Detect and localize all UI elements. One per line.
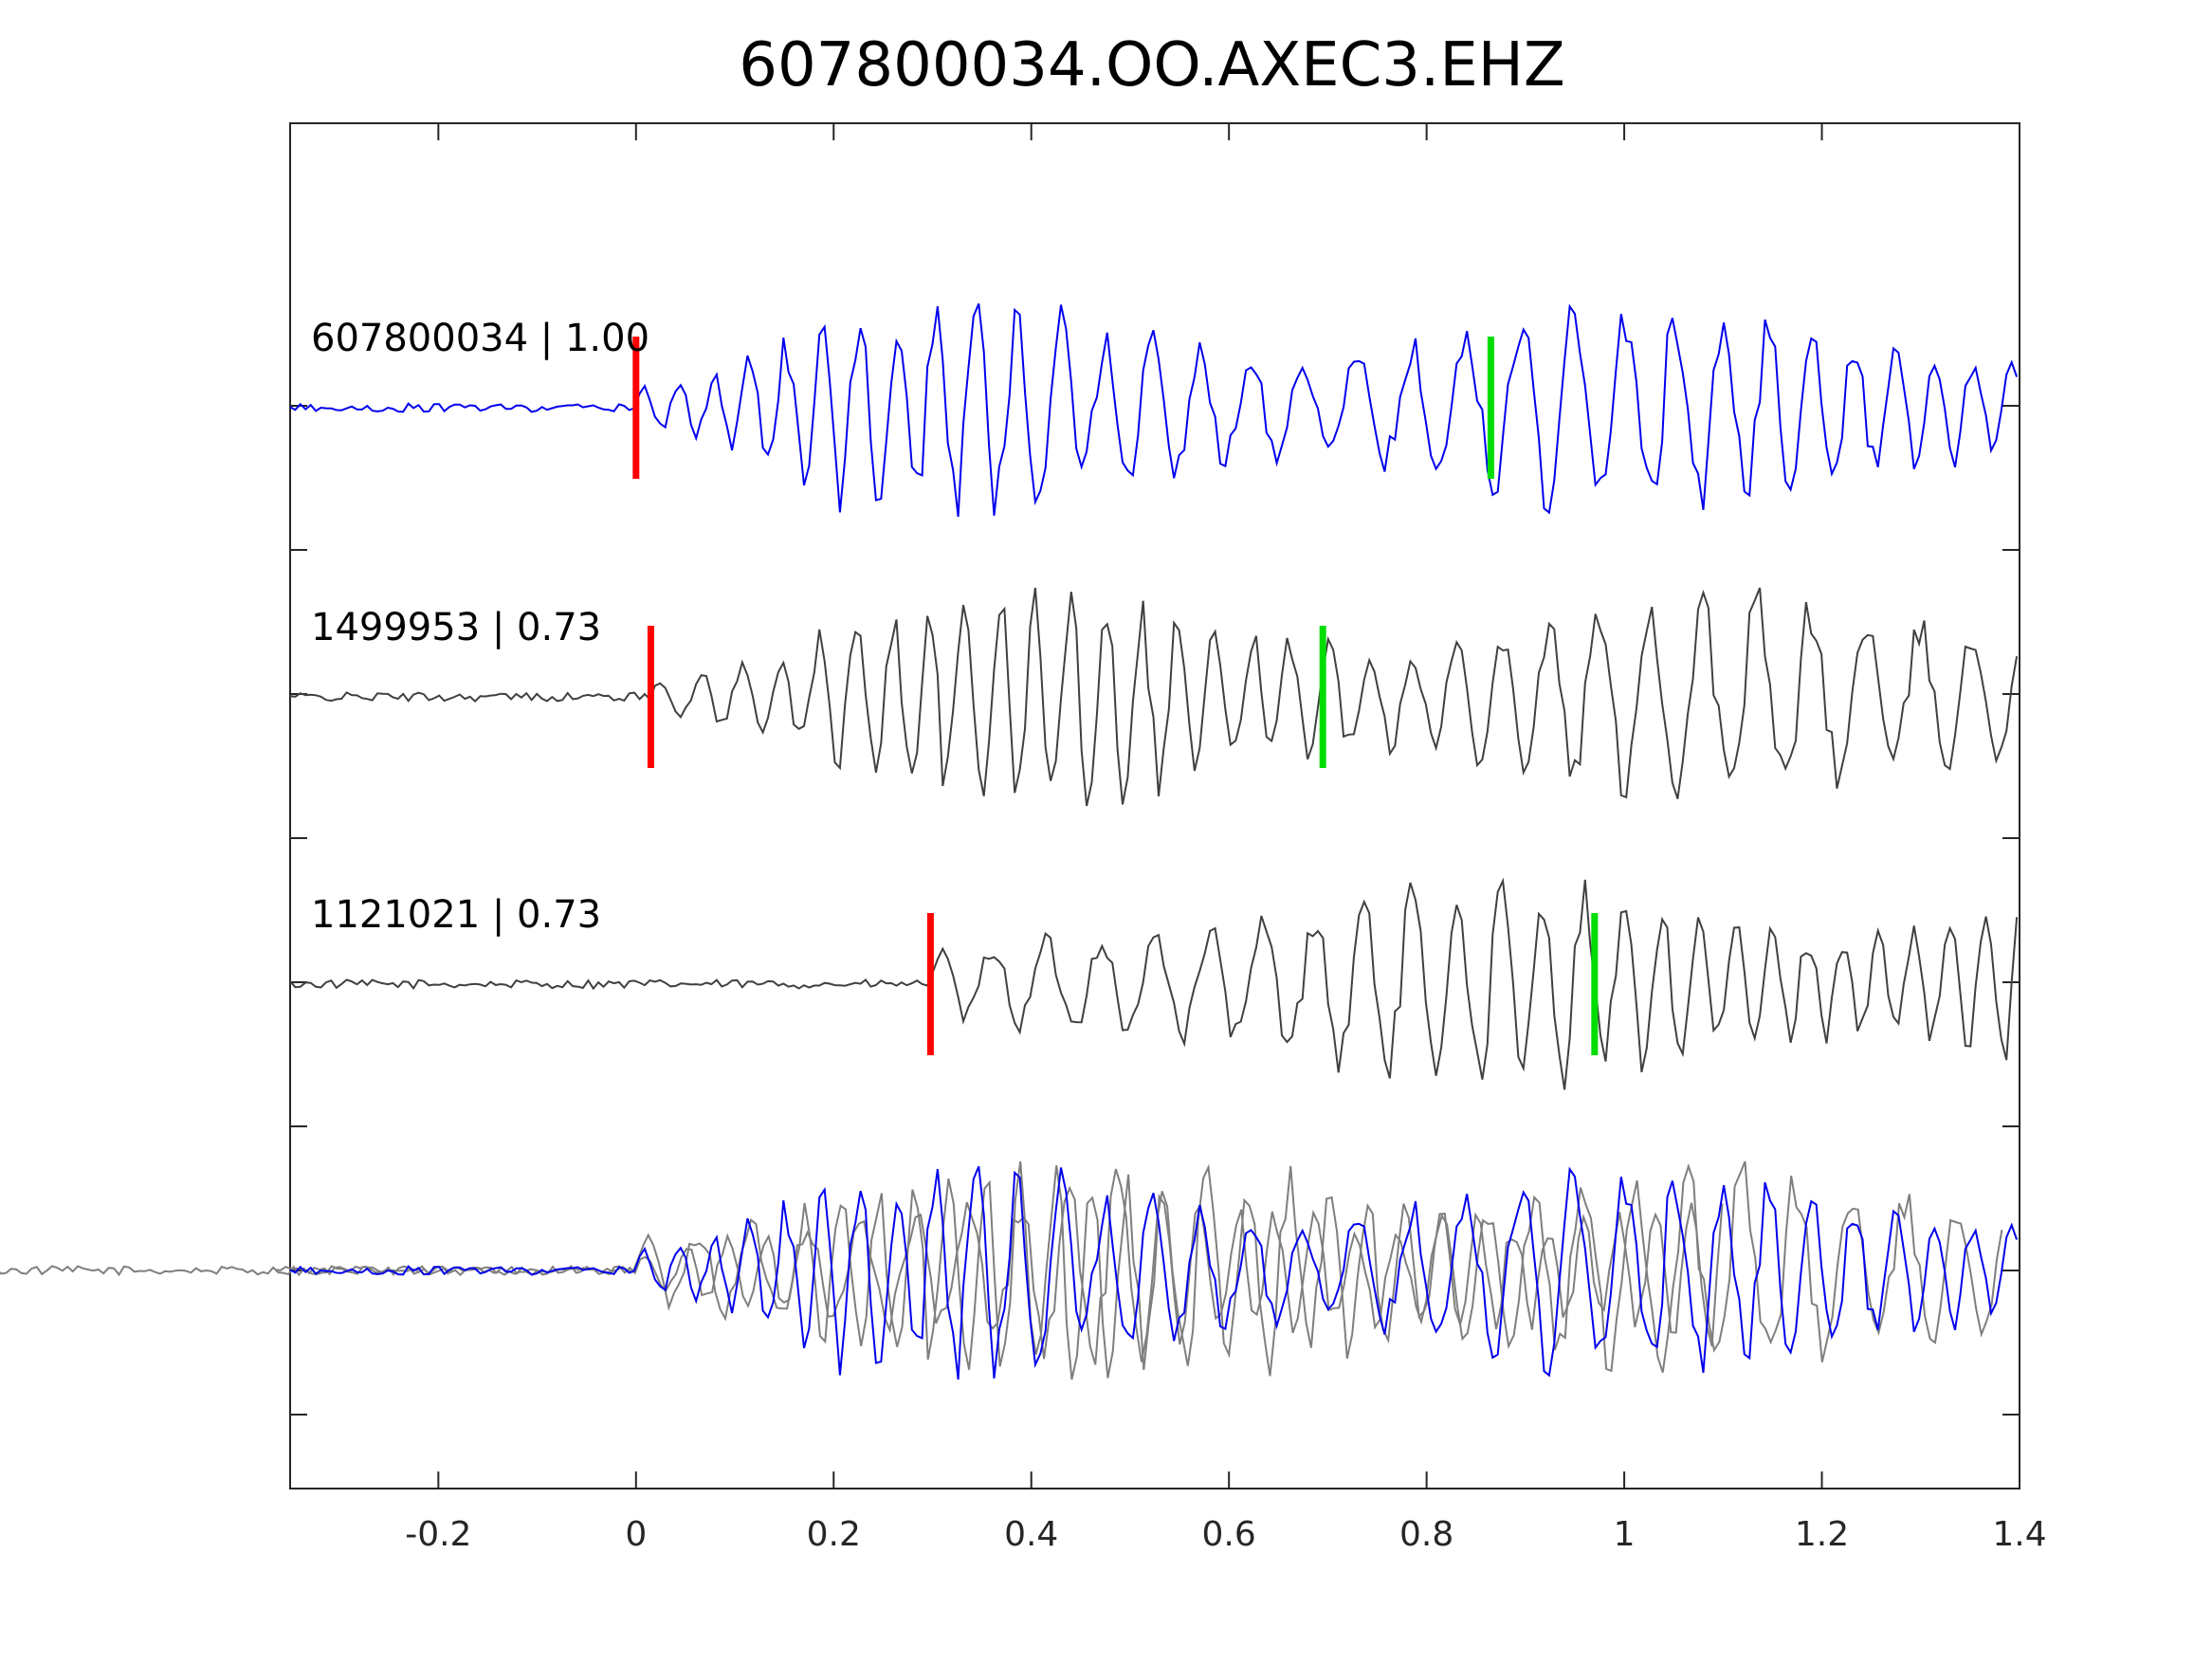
trace-labels: 607800034 | 1.00 1499953 | 0.73 1121021 | … (311, 317, 649, 937)
trace-label: 1121021 | 0.73 (311, 893, 601, 937)
trace-line (289, 587, 2019, 807)
x-tick-label: 1.2 (1795, 1515, 1849, 1554)
overlay-neighbor-trace (0, 1163, 1724, 1377)
x-tick-label: 0.2 (807, 1515, 861, 1554)
trace-label: 1499953 | 0.73 (311, 606, 601, 649)
trace-line (289, 302, 2019, 518)
x-tick-label: 0.6 (1202, 1515, 1256, 1554)
plot-frame (289, 122, 2020, 1489)
x-tick-label: 1.4 (1992, 1515, 2046, 1554)
axis-ticks: -0.2 0 0.2 0.4 0.6 0.8 1 1.2 1.4 (290, 123, 2047, 1554)
waveform-traces (0, 302, 2019, 1380)
x-tick-label: -0.2 (405, 1515, 471, 1554)
chart-title: 607800034.OO.AXEC3.EHZ (739, 30, 1565, 101)
x-tick-label: 1 (1614, 1515, 1636, 1554)
overlay-master-trace (289, 1165, 2019, 1380)
trace-label: 607800034 | 1.00 (311, 317, 649, 360)
x-tick-label: 0.8 (1399, 1515, 1453, 1554)
x-tick-label: 0 (625, 1515, 647, 1554)
phase-picks (632, 337, 1599, 1055)
x-tick-label: 0.4 (1004, 1515, 1058, 1554)
trace-line (289, 877, 2019, 1090)
